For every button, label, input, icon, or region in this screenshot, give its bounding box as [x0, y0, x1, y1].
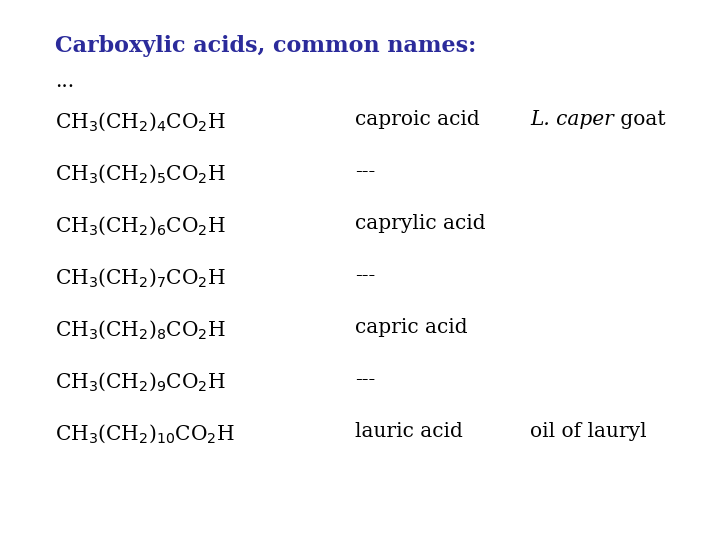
Text: CH$_3$(CH$_2$)$_4$CO$_2$H: CH$_3$(CH$_2$)$_4$CO$_2$H [55, 110, 226, 133]
Text: ...: ... [55, 72, 74, 91]
Text: goat: goat [613, 110, 665, 129]
Text: caprylic acid: caprylic acid [355, 214, 485, 233]
Text: CH$_3$(CH$_2$)$_8$CO$_2$H: CH$_3$(CH$_2$)$_8$CO$_2$H [55, 318, 226, 341]
Text: oil of lauryl: oil of lauryl [530, 422, 647, 441]
Text: ---: --- [355, 162, 375, 181]
Text: capric acid: capric acid [355, 318, 467, 337]
Text: caproic acid: caproic acid [355, 110, 480, 129]
Text: ---: --- [355, 370, 375, 389]
Text: CH$_3$(CH$_2$)$_5$CO$_2$H: CH$_3$(CH$_2$)$_5$CO$_2$H [55, 162, 226, 185]
Text: lauric acid: lauric acid [355, 422, 463, 441]
Text: Carboxylic acids, common names:: Carboxylic acids, common names: [55, 35, 476, 57]
Text: CH$_3$(CH$_2$)$_6$CO$_2$H: CH$_3$(CH$_2$)$_6$CO$_2$H [55, 214, 226, 237]
Text: L. caper: L. caper [530, 110, 613, 129]
Text: CH$_3$(CH$_2$)$_{10}$CO$_2$H: CH$_3$(CH$_2$)$_{10}$CO$_2$H [55, 422, 235, 444]
Text: ---: --- [355, 266, 375, 285]
Text: CH$_3$(CH$_2$)$_9$CO$_2$H: CH$_3$(CH$_2$)$_9$CO$_2$H [55, 370, 226, 393]
Text: CH$_3$(CH$_2$)$_7$CO$_2$H: CH$_3$(CH$_2$)$_7$CO$_2$H [55, 266, 226, 288]
